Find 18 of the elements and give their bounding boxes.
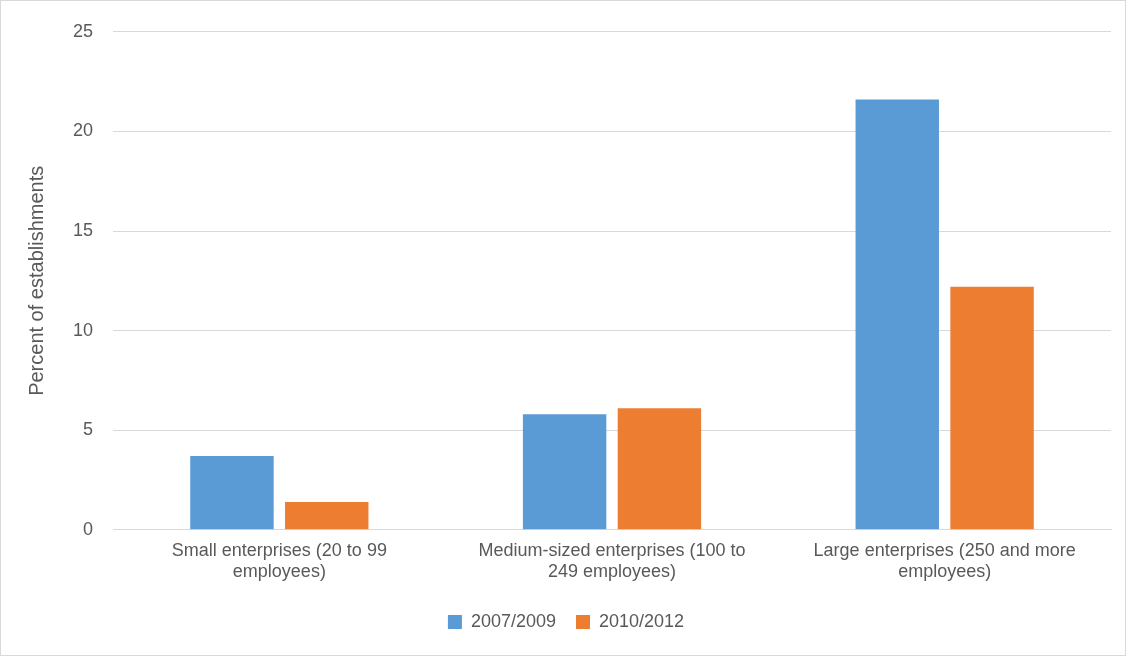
bar — [617, 408, 702, 530]
bar — [285, 501, 369, 530]
bar — [190, 456, 274, 530]
y-tick-label: 0 — [83, 518, 94, 539]
x-tick-label: Medium-sized enterprises (100 to 249 employees) — [478, 539, 746, 582]
y-tick-label: 5 — [83, 419, 94, 440]
y-axis-title: Percent of establishments — [24, 165, 47, 396]
y-tick-label: 15 — [72, 219, 94, 240]
x-tick-label: Small enterprises (20 to 99 employees) — [171, 539, 387, 582]
legend-label: 2007/2009 — [470, 610, 557, 631]
bar — [522, 414, 607, 530]
y-tick-label: 25 — [72, 20, 94, 41]
x-tick-label: Large enterprises (250 and more employees) — [813, 539, 1076, 582]
legend-label: 2010/2012 — [599, 610, 685, 631]
y-tick-label: 20 — [72, 120, 94, 141]
bar — [855, 99, 939, 530]
bar — [950, 286, 1034, 530]
y-tick-label: 10 — [72, 319, 94, 340]
